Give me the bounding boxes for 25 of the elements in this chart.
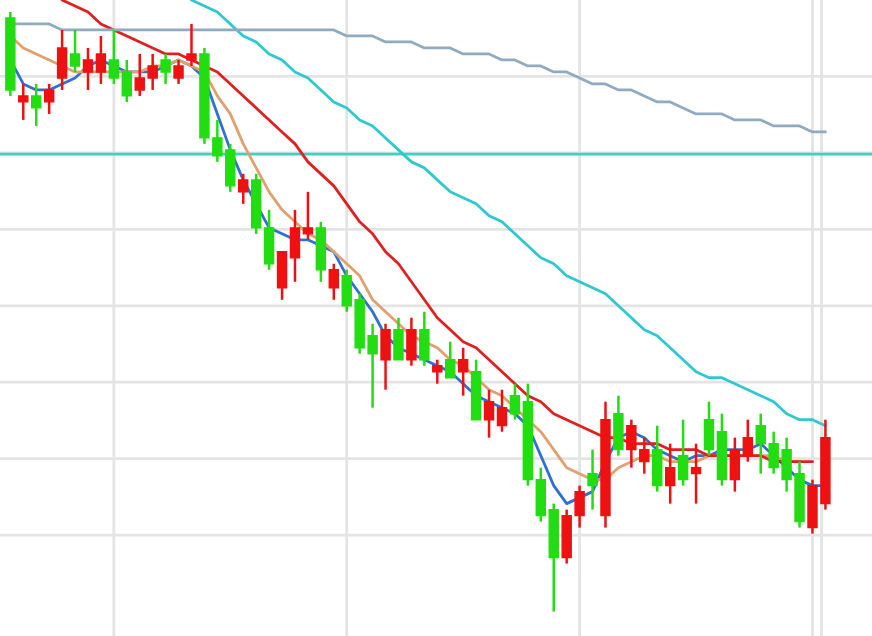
candlestick: [613, 394, 624, 457]
candlestick: [445, 340, 456, 379]
candlestick: [18, 82, 29, 122]
candlestick: [31, 82, 42, 128]
candlestick: [56, 28, 68, 92]
candlestick: [457, 346, 469, 397]
candlestick: [677, 418, 689, 487]
candlestick: [160, 52, 171, 86]
candlestick: [406, 316, 417, 367]
candlestick: [43, 82, 55, 116]
candlestick: [238, 172, 249, 206]
candlestick: [186, 22, 197, 68]
candlestick: [652, 424, 663, 493]
candlestick: [419, 310, 430, 367]
candlestick: [664, 442, 676, 505]
candlestick: [173, 58, 184, 86]
candlestick: [393, 316, 404, 361]
candlestick: [315, 220, 327, 284]
candlestick: [380, 322, 391, 391]
candlestick: [432, 358, 443, 385]
candlestick: [328, 262, 340, 302]
candlestick: [690, 442, 702, 505]
candlestick: [69, 28, 81, 74]
candlestick: [587, 448, 598, 511]
candlestick: [470, 358, 482, 421]
